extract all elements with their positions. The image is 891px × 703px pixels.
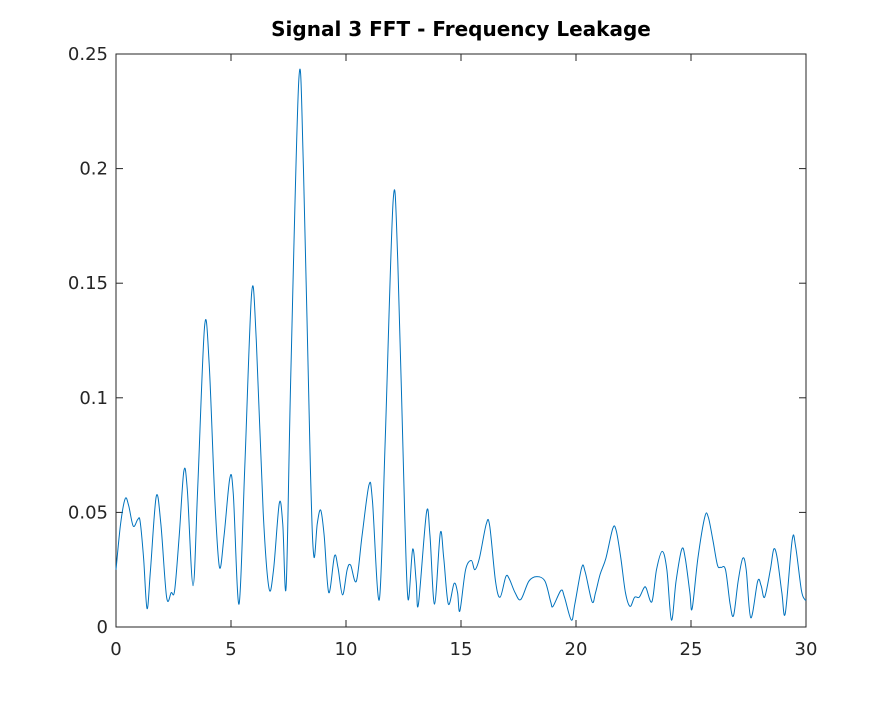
x-tick-label: 30 [795, 639, 818, 660]
x-tick-label: 10 [335, 639, 358, 660]
y-tick-label: 0.05 [68, 502, 108, 523]
x-tick-label: 0 [110, 639, 121, 660]
y-tick-label: 0 [97, 617, 108, 638]
y-tick-label: 0.25 [68, 44, 108, 65]
plot-area [115, 53, 807, 628]
chart-title: Signal 3 FFT - Frequency Leakage [271, 17, 651, 41]
x-tick-label: 5 [225, 639, 236, 660]
x-tick-label: 20 [565, 639, 588, 660]
y-tick-label: 0.1 [79, 388, 108, 409]
x-tick-label: 25 [680, 639, 703, 660]
y-tick-label: 0.15 [68, 273, 108, 294]
x-tick-label: 15 [450, 639, 473, 660]
line-series [115, 68, 807, 621]
y-tick-label: 0.2 [79, 159, 108, 180]
